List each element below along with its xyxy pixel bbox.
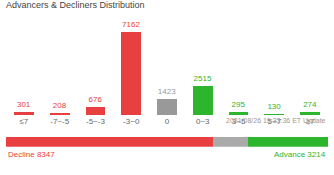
svg-text:7162: 7162 <box>122 20 140 29</box>
svg-text:Advancers & Decliners Distribu: Advancers & Decliners Distribution <box>6 0 145 10</box>
svg-text:0~3: 0~3 <box>196 117 210 126</box>
svg-text:-3~0: -3~0 <box>123 117 140 126</box>
svg-text:295: 295 <box>232 100 246 109</box>
svg-text:676: 676 <box>88 95 102 104</box>
svg-text:5~7: 5~7 <box>268 117 282 126</box>
svg-text:274: 274 <box>303 100 317 109</box>
svg-text:Decline 8347: Decline 8347 <box>8 150 55 159</box>
svg-text:1423: 1423 <box>158 87 176 96</box>
svg-text:3~5: 3~5 <box>232 117 246 126</box>
svg-text:208: 208 <box>53 101 67 110</box>
svg-text:130: 130 <box>267 102 281 111</box>
svg-text:0: 0 <box>165 117 170 126</box>
svg-text:-5~-3: -5~-3 <box>86 117 105 126</box>
svg-text:Advance 3214: Advance 3214 <box>274 150 326 159</box>
svg-text:2515: 2515 <box>194 74 212 83</box>
svg-text:2021/08/26 19:33:36 ET Update: 2021/08/26 19:33:36 ET Update <box>226 117 326 125</box>
svg-text:-7~-5: -7~-5 <box>50 117 69 126</box>
svg-text:≥7: ≥7 <box>306 117 315 126</box>
svg-text:≤7: ≤7 <box>19 117 28 126</box>
svg-text:301: 301 <box>17 100 31 109</box>
